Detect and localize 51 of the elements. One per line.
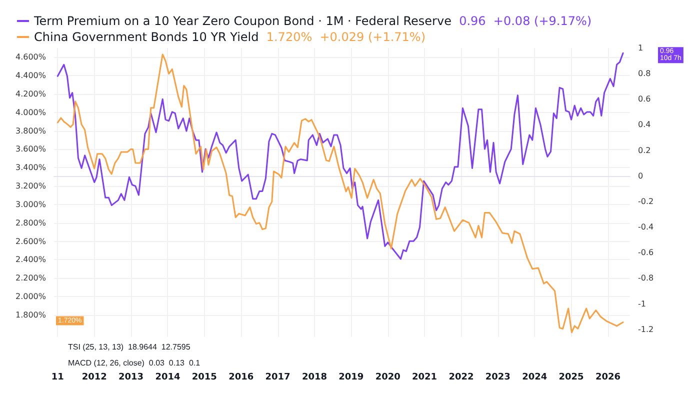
y2-tick-label: 0.6 — [638, 94, 651, 104]
y2-tick-label: 1 — [638, 44, 644, 52]
y-tick-label: 2.600% — [15, 236, 46, 246]
y2-tick-label: 0.8 — [638, 69, 651, 78]
y2-tick-label: -0.8 — [638, 274, 654, 283]
x-tick-label: 2013 — [118, 372, 144, 382]
y-tick-label: 2.200% — [15, 274, 46, 283]
y-tick-label: 3.800% — [15, 126, 46, 136]
x-tick-label: 11 — [51, 372, 64, 382]
y-tick-label: 2.000% — [15, 292, 46, 302]
y-tick-label: 1.800% — [15, 310, 46, 320]
x-tick-label: 2024 — [522, 372, 548, 382]
x-tick-label: 2015 — [192, 372, 217, 382]
y2-tick-label: -0.4 — [638, 222, 654, 232]
x-tick-label: 2016 — [228, 372, 254, 382]
x-tick-label: 2025 — [558, 372, 584, 382]
x-tick-label: 2018 — [302, 372, 328, 382]
y-tick-label: 4.200% — [15, 90, 46, 99]
y2-tick-label: 0 — [638, 171, 644, 180]
x-tick-label: 2019 — [338, 372, 364, 382]
text: MACD (12, 26, close) 0.03 0.13 0.1 — [68, 358, 201, 368]
x-tick-label: 2021 — [412, 372, 438, 382]
y2-tick-label: 0.2 — [638, 146, 651, 155]
x-tick-label: 2014 — [155, 372, 180, 382]
x-tick-label: 2020 — [375, 372, 400, 382]
y2-tick-label: -0.6 — [638, 248, 654, 258]
y2-tick-label: 0.4 — [638, 120, 651, 130]
x-tick-label: 2022 — [448, 372, 474, 382]
y-tick-label: 4.000% — [15, 108, 46, 117]
x-tick-label: 2026 — [595, 372, 621, 382]
x-tick-label: 2023 — [485, 372, 510, 382]
x-tick-label: 2012 — [82, 372, 107, 382]
y-tick-label: 2.400% — [15, 255, 46, 264]
line-series — [56, 54, 624, 334]
y-tick-label: 4.600% — [15, 52, 46, 62]
legend-label: Term Premium on a 10 Year Zero Coupon Bond · 1M · Federal Reserve — [33, 14, 460, 28]
text: TSI (25, 13, 13) 18.9644 12.7595 — [68, 342, 191, 352]
y-tick-label: 2.800% — [15, 218, 46, 228]
line-series — [56, 52, 624, 260]
y-tick-label: 4.400% — [15, 71, 46, 80]
text: 0.96 +0.08 (+9.17%) — [459, 14, 592, 28]
y-tick-label: 3.200% — [15, 182, 46, 191]
y2-tick-label: -1.2 — [638, 324, 654, 334]
text: 1.720% +0.029 (+1.71%) — [266, 30, 426, 44]
y2-tick-label: -0.2 — [638, 196, 654, 206]
legend-label: China Government Bonds 10 YR Yield — [34, 30, 266, 44]
y-tick-label: 3.400% — [15, 163, 46, 172]
y-tick-label: 3.600% — [15, 144, 46, 154]
x-tick-label: 2017 — [265, 372, 290, 382]
y2-tick-label: -1 — [638, 299, 646, 308]
y-tick-label: 3.000% — [15, 200, 46, 209]
